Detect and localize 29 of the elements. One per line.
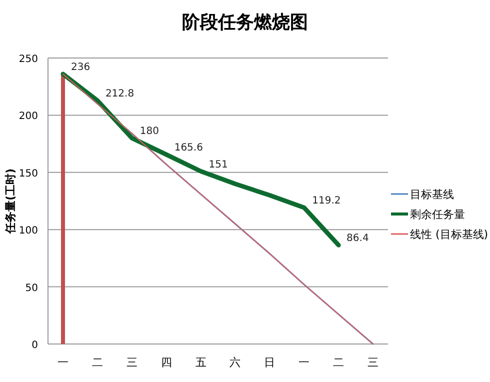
legend-label: 线性 (目标基线) — [410, 228, 488, 241]
data-label: 119.2 — [312, 196, 341, 207]
y-tick-label: 50 — [25, 282, 38, 294]
x-tick-label: 二 — [333, 356, 344, 369]
x-tick-label: 日 — [264, 356, 276, 369]
y-tick-label: 0 — [32, 340, 38, 351]
y-tick-label: 150 — [18, 168, 38, 180]
data-label: 165.6 — [174, 142, 203, 154]
line-series — [60, 72, 341, 248]
y-axis-title: 任务量(工时) — [4, 168, 17, 235]
legend-label: 目标基线 — [410, 188, 454, 201]
data-label: 151 — [208, 159, 228, 170]
x-tick-label: 三 — [126, 356, 138, 369]
x-tick-label: 四 — [160, 356, 172, 369]
x-tick-label: 一 — [58, 356, 68, 369]
x-tick-label: 一 — [298, 356, 310, 369]
legend-label: 剩余任务量 — [410, 208, 465, 221]
x-tick-label: 五 — [195, 356, 206, 369]
y-tick-label: 250 — [18, 54, 38, 65]
x-tick-label: 二 — [92, 356, 103, 369]
x-tick-label: 三 — [368, 356, 378, 369]
data-label: 236 — [71, 62, 90, 74]
data-label: 180 — [140, 126, 159, 138]
x-tick-label: 六 — [230, 356, 241, 369]
data-label: 212.8 — [105, 88, 134, 100]
data-label: 86.4 — [346, 233, 369, 244]
chart-title: 阶段任务燃烧图 — [182, 12, 308, 33]
y-tick-label: 200 — [18, 111, 38, 122]
y-tick-label: 100 — [18, 226, 38, 237]
